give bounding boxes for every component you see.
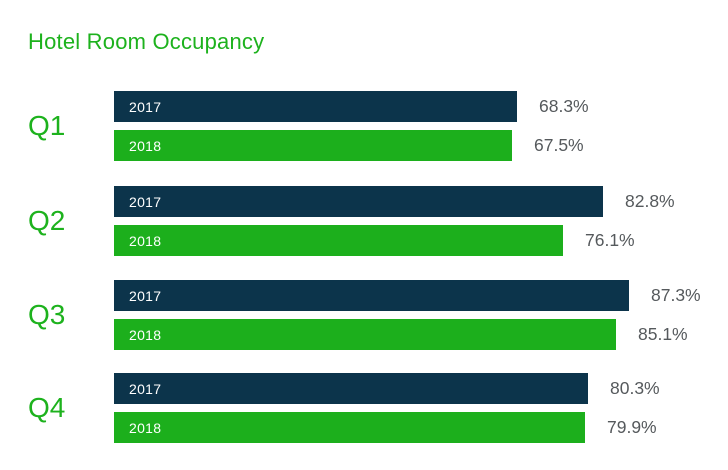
bar-series-label: 2017 (129, 287, 162, 304)
bar-group-q4: Q4 2017 80.3% 2018 79.9% (0, 373, 728, 443)
bar-group-q2: Q2 2017 82.8% 2018 76.1% (0, 186, 728, 256)
bar-row: 2017 82.8% (114, 186, 675, 217)
bar-2017-q1: 2017 (114, 91, 517, 122)
bar-group-q1: Q1 2017 68.3% 2018 67.5% (0, 91, 728, 161)
category-label: Q3 (28, 299, 66, 330)
bar-2017-q3: 2017 (114, 280, 629, 311)
value-label: 87.3% (651, 285, 701, 305)
bar-series-label: 2017 (129, 193, 162, 210)
bar-series-label: 2017 (129, 380, 162, 397)
category-label: Q4 (28, 392, 66, 423)
bar-row: 2017 68.3% (114, 91, 589, 122)
bar-2018-q2: 2018 (114, 225, 563, 256)
value-label: 79.9% (607, 417, 657, 437)
bar-2017-q4: 2017 (114, 373, 588, 404)
bar-row: 2018 76.1% (114, 225, 635, 256)
bar-series-label: 2018 (129, 232, 162, 249)
value-label: 82.8% (625, 191, 675, 211)
bar-row: 2018 67.5% (114, 130, 584, 161)
bar-series-label: 2017 (129, 98, 162, 115)
bar-2018-q1: 2018 (114, 130, 512, 161)
bar-2018-q3: 2018 (114, 319, 616, 350)
chart-title: Hotel Room Occupancy (28, 29, 265, 54)
bar-group-q3: Q3 2017 87.3% 2018 85.1% (0, 280, 728, 350)
bar-series-label: 2018 (129, 419, 162, 436)
value-label: 80.3% (610, 378, 660, 398)
category-label: Q2 (28, 205, 66, 236)
bar-row: 2018 85.1% (114, 319, 688, 350)
value-label: 85.1% (638, 324, 688, 344)
bar-2018-q4: 2018 (114, 412, 585, 443)
bar-series-label: 2018 (129, 326, 162, 343)
category-label: Q1 (28, 110, 66, 141)
bar-series-label: 2018 (129, 137, 162, 154)
bar-2017-q2: 2017 (114, 186, 603, 217)
value-label: 76.1% (585, 230, 635, 250)
value-label: 67.5% (534, 135, 584, 155)
value-label: 68.3% (539, 96, 589, 116)
bar-row: 2017 80.3% (114, 373, 660, 404)
bar-row: 2017 87.3% (114, 280, 701, 311)
bar-row: 2018 79.9% (114, 412, 657, 443)
